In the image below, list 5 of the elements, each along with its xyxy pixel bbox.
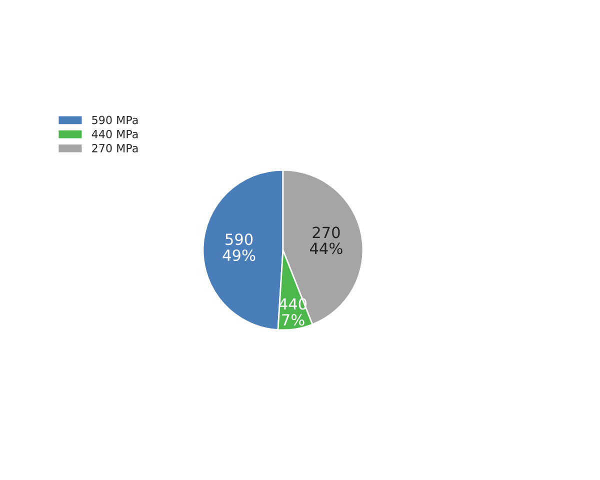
data-label: 270 44% <box>310 226 342 254</box>
data-label: 590 49% <box>222 234 256 262</box>
legend-label: 270 MPa <box>92 144 138 152</box>
legend-label: 590 MPa <box>92 116 138 124</box>
legend-label: 440 MPa <box>92 130 138 138</box>
